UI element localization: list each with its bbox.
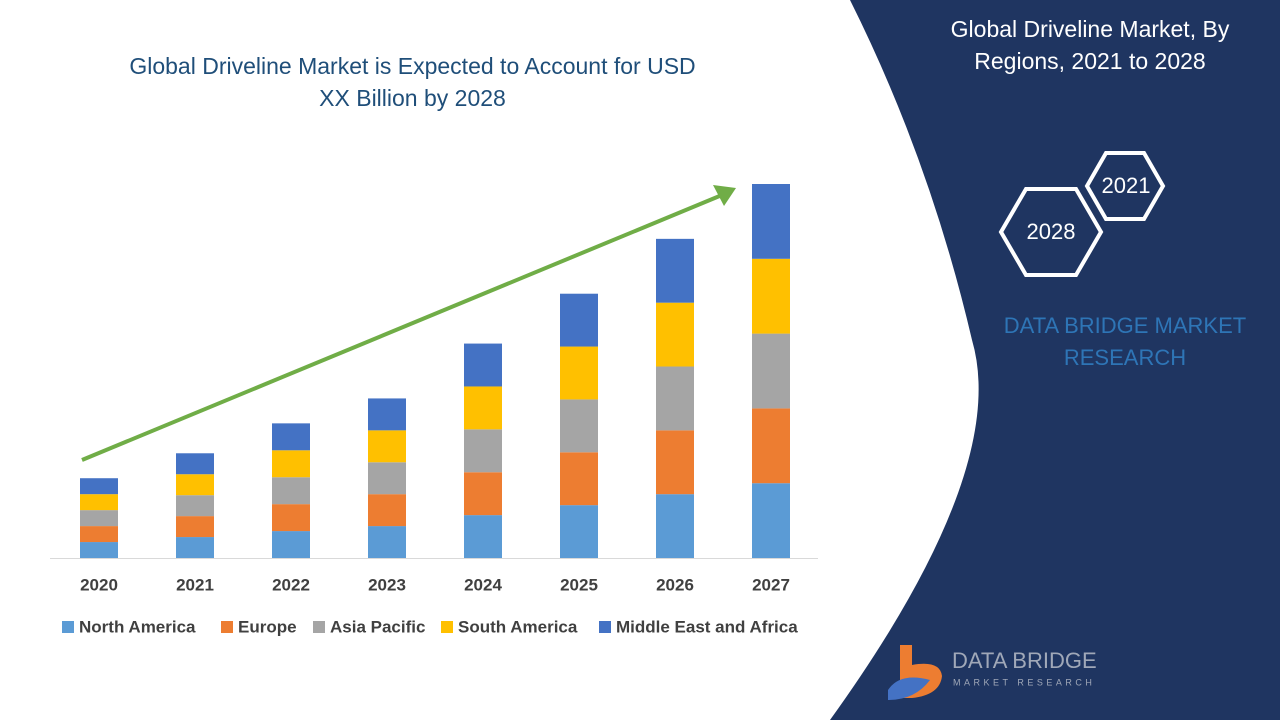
legend-swatch	[62, 621, 74, 633]
bar-segment	[272, 477, 310, 505]
bar-segment	[272, 531, 310, 558]
legend-swatch	[599, 621, 611, 633]
bar-segment	[176, 453, 214, 475]
bar-segment	[80, 542, 118, 558]
bar-segment	[464, 343, 502, 387]
trend-arrow	[81, 193, 723, 462]
legend-label: South America	[458, 617, 578, 636]
bar-segment	[272, 504, 310, 532]
hexagon-label: 2028	[1027, 219, 1076, 244]
legend-label: Asia Pacific	[330, 617, 425, 636]
hexagon	[1084, 151, 1166, 221]
bar-segment	[560, 399, 598, 453]
bar-segment	[272, 450, 310, 478]
bar-segment	[752, 184, 790, 259]
bar-segment	[656, 494, 694, 558]
bar-segment	[752, 333, 790, 409]
bar-segment	[560, 505, 598, 558]
bar-segment	[656, 302, 694, 367]
x-tick-label: 2024	[464, 575, 502, 594]
bar-segment	[560, 293, 598, 347]
logo-name: DATA BRIDGE	[952, 648, 1097, 673]
hexagon	[998, 187, 1104, 277]
bar-segment	[368, 526, 406, 558]
x-tick-label: 2027	[752, 575, 790, 594]
bar-segment	[464, 515, 502, 558]
legend-swatch	[441, 621, 453, 633]
bar-segment	[176, 516, 214, 538]
x-tick-label: 2025	[560, 575, 598, 594]
side-panel-bg	[830, 0, 1280, 720]
bar-segment	[80, 510, 118, 527]
brand-text: DATA BRIDGE MARKET RESEARCH	[1003, 313, 1247, 370]
bar-segment	[656, 366, 694, 431]
legend-label: Europe	[238, 617, 297, 636]
side-title: Global Driveline Market, By Regions, 202…	[950, 16, 1230, 74]
bar-segment	[80, 526, 118, 543]
x-tick-label: 2026	[656, 575, 694, 594]
arrow-head	[713, 185, 736, 206]
x-tick-label: 2020	[80, 575, 118, 594]
bar-segment	[656, 238, 694, 303]
bar-segment	[560, 452, 598, 506]
bar-segment	[80, 478, 118, 495]
bar-segment	[272, 423, 310, 451]
x-tick-label: 2022	[272, 575, 310, 594]
chart-title: Global Driveline Market is Expected to A…	[129, 53, 696, 111]
bar-segment	[464, 386, 502, 430]
bar-segment	[752, 483, 790, 558]
x-tick-label: 2023	[368, 575, 406, 594]
legend-swatch	[221, 621, 233, 633]
bar-segment	[752, 258, 790, 334]
legend-label: Middle East and Africa	[616, 617, 798, 636]
bar-segment	[176, 474, 214, 496]
legend-swatch	[313, 621, 325, 633]
bar-segment	[368, 494, 406, 527]
hexagon-label: 2021	[1102, 173, 1151, 198]
bar-segment	[176, 495, 214, 517]
x-tick-label: 2021	[176, 575, 214, 594]
legend-label: North America	[79, 617, 196, 636]
bar-segment	[368, 462, 406, 495]
bar-segment	[80, 494, 118, 511]
bar-segment	[464, 429, 502, 473]
bar-segment	[176, 537, 214, 558]
bar-segment	[752, 408, 790, 484]
bar-segment	[368, 398, 406, 431]
bar-segment	[368, 430, 406, 463]
bar-segment	[656, 430, 694, 495]
logo-mark	[888, 677, 930, 700]
bar-segment	[464, 472, 502, 516]
logo-tagline: MARKET RESEARCH	[953, 677, 1095, 687]
bar-segment	[560, 346, 598, 400]
